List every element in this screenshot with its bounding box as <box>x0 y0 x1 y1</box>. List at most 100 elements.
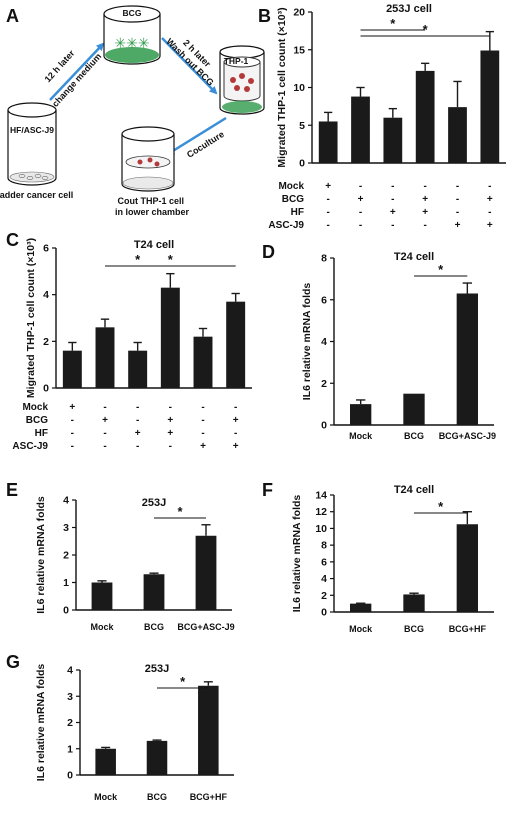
x-category-label: BCG+ASC-J9 <box>177 622 234 632</box>
matrix-cell: + <box>69 402 75 413</box>
schematic-panel: HF/ASC-J9 Bladder cancer cell 12 h later… <box>0 5 265 217</box>
matrix-cell: - <box>326 194 329 205</box>
x-category-label: Mock <box>349 431 373 441</box>
bar <box>62 350 82 388</box>
chart-title: T24 cell <box>394 484 434 496</box>
significance-star: * <box>180 674 186 689</box>
matrix-cell: - <box>359 220 362 231</box>
matrix-cell: + <box>200 441 206 452</box>
matrix-cell: + <box>455 220 461 231</box>
y-tick-label: 0 <box>321 420 327 432</box>
matrix-cell: - <box>201 402 204 413</box>
bar <box>146 740 168 775</box>
matrix-row-label: ASC-J9 <box>12 441 48 452</box>
bar <box>128 350 148 388</box>
x-category-label: Mock <box>90 622 114 632</box>
chart-panel-c: 0 2 4 6 Migrated THP-1 cell count (×10³) T24 … <box>12 238 252 452</box>
arrow-wash-out <box>161 37 218 95</box>
chart-title: 253J <box>145 663 169 675</box>
chart-panel-f: 0 2 4 6 8 10 12 14 IL6 relative mRNA folds T24 ce… <box>291 484 494 634</box>
y-tick-label: 8 <box>321 540 327 552</box>
cylinder-label-hf-ascj9: HF/ASC-J9 <box>10 125 54 135</box>
chart-title: T24 cell <box>394 251 434 263</box>
bar <box>480 50 500 163</box>
y-tick-label: 6 <box>321 556 327 568</box>
bar <box>403 594 425 612</box>
chart-panel-g: 0 1 2 3 4 IL6 relative mRNA folds 253J Mock BCG B… <box>35 663 234 802</box>
y-tick-label: 2 <box>63 550 69 562</box>
panel-letter-c: C <box>6 230 19 250</box>
matrix-cell: - <box>391 194 394 205</box>
y-axis-title: IL6 relative mRNA folds <box>35 664 47 782</box>
y-tick-label: 0 <box>299 158 305 170</box>
matrix-cell: - <box>234 402 237 413</box>
matrix-cell: - <box>326 207 329 218</box>
bar <box>95 748 116 775</box>
bar <box>226 301 246 388</box>
bar <box>193 336 213 388</box>
bladder-cancer-caption: Bladder cancer cell <box>0 190 73 200</box>
y-tick-label: 10 <box>315 523 327 535</box>
y-tick-label: 4 <box>67 665 73 677</box>
y-axis-title: IL6 relative mRNA folds <box>301 283 313 401</box>
y-tick-label: 2 <box>321 590 327 602</box>
x-category-label: BCG+ASC-J9 <box>439 431 496 441</box>
y-tick-label: 15 <box>293 44 305 56</box>
y-axis-title: IL6 relative mRNA folds <box>35 496 47 614</box>
cylinder-label-bcg: BCG <box>123 8 142 18</box>
matrix-cell: - <box>234 428 237 439</box>
bar <box>143 574 165 610</box>
y-tick-label: 4 <box>321 336 327 348</box>
matrix-cell: - <box>456 181 459 192</box>
count-caption: Cout THP-1 cell in lower chamber <box>115 196 190 217</box>
bar <box>318 121 338 163</box>
bar <box>448 107 467 163</box>
matrix-cell: + <box>135 428 141 439</box>
cylinder-coculture <box>121 126 175 192</box>
significance-star: * <box>438 499 444 514</box>
y-tick-label: 0 <box>67 770 73 782</box>
x-category-label: BCG <box>404 431 424 441</box>
x-category-label: Mock <box>349 624 373 634</box>
significance-star: * <box>177 504 183 519</box>
x-category-label: BCG <box>144 622 164 632</box>
chart-title: T24 cell <box>134 239 174 251</box>
bar <box>383 117 403 163</box>
y-tick-label: 0 <box>43 383 49 395</box>
bar <box>351 96 370 163</box>
bar <box>403 393 425 425</box>
matrix-row-label: Mock <box>278 181 304 192</box>
chart-title: 253J cell <box>386 3 432 15</box>
y-tick-label: 2 <box>321 378 327 390</box>
matrix-cell: - <box>71 415 74 426</box>
y-tick-label: 6 <box>43 243 49 255</box>
x-category-label: BCG+HF <box>449 624 487 634</box>
y-tick-label: 10 <box>293 82 305 94</box>
y-tick-label: 3 <box>67 691 73 703</box>
y-tick-label: 3 <box>63 522 69 534</box>
panel-letter-f: F <box>262 480 273 500</box>
matrix-cell: + <box>167 428 173 439</box>
matrix-cell: + <box>233 441 239 452</box>
matrix-cell: - <box>103 428 106 439</box>
chart-panel-b: 0 5 10 15 20 Migrated THP-1 cell count (×10³)… <box>268 3 506 231</box>
matrix-cell: - <box>359 181 362 192</box>
y-tick-label: 4 <box>321 573 327 585</box>
panel-letter-g: G <box>6 652 20 672</box>
significance-star: * <box>390 16 396 31</box>
panel-letter-a: A <box>6 6 19 26</box>
matrix-cell: - <box>456 194 459 205</box>
arrow2-label: 2 h later Wash out BCG <box>164 29 223 88</box>
x-category-label: Mock <box>94 792 118 802</box>
cancer-cell-layer <box>105 47 159 63</box>
y-axis-title: IL6 relative mRNA folds <box>291 495 303 613</box>
y-tick-label: 8 <box>321 253 327 265</box>
matrix-cell: + <box>167 415 173 426</box>
arrow3-label: Coculture <box>185 129 226 160</box>
matrix-cell: - <box>488 181 491 192</box>
y-tick-label: 2 <box>43 336 49 348</box>
matrix-cell: - <box>423 220 426 231</box>
matrix-cell: - <box>169 402 172 413</box>
bar <box>195 535 217 610</box>
x-category-label: BCG+HF <box>190 792 228 802</box>
